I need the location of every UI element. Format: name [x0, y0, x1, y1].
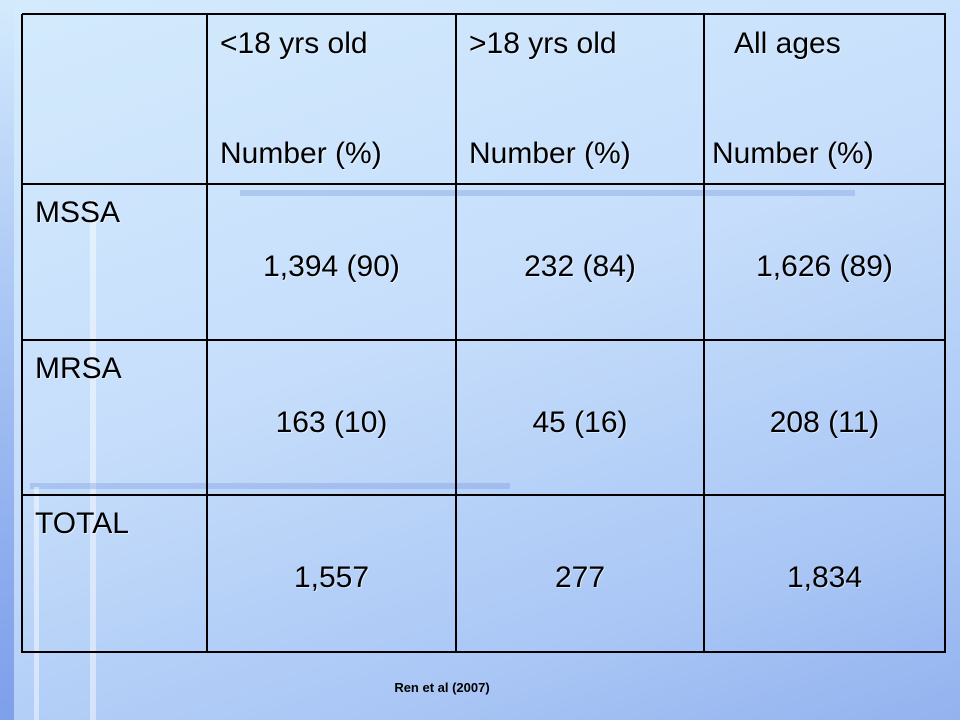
- cell-value: 1,626 (89): [756, 250, 893, 283]
- cell-value: 208 (11): [769, 406, 880, 439]
- citation: Ren et al (2007): [394, 680, 490, 695]
- table-border: [22, 13, 946, 15]
- row-label: TOTAL: [35, 507, 129, 540]
- row-label: MSSA: [35, 196, 121, 229]
- column-unit: Number (%): [712, 137, 874, 170]
- table-border: [703, 14, 705, 653]
- table-border: [455, 14, 457, 653]
- decor-stripe: [90, 200, 96, 720]
- cell-value: 45 (16): [532, 406, 628, 439]
- table-border: [206, 14, 208, 653]
- cell-value: 163 (10): [275, 406, 388, 439]
- row-label: MRSA: [35, 352, 122, 385]
- column-header: <18 yrs old: [220, 27, 368, 60]
- cell-value: 1,394 (90): [263, 250, 400, 283]
- table-border: [22, 651, 946, 653]
- decor-stripe: [0, 0, 14, 720]
- table-border: [22, 183, 946, 185]
- table-border: [944, 14, 946, 653]
- table-border: [21, 14, 23, 653]
- column-unit: Number (%): [469, 137, 631, 170]
- column-header: All ages: [734, 27, 841, 60]
- decor-stripe: [240, 190, 855, 196]
- cell-value: 277: [554, 561, 606, 594]
- cell-value: 232 (84): [524, 250, 636, 283]
- column-header: >18 yrs old: [469, 27, 617, 60]
- decor-stripe: [30, 483, 510, 489]
- column-unit: Number (%): [220, 137, 382, 170]
- table-border: [22, 494, 946, 496]
- decor-stripe: [34, 487, 39, 720]
- table-border: [22, 339, 946, 341]
- cell-value: 1,834: [786, 561, 863, 594]
- cell-value: 1,557: [293, 561, 370, 594]
